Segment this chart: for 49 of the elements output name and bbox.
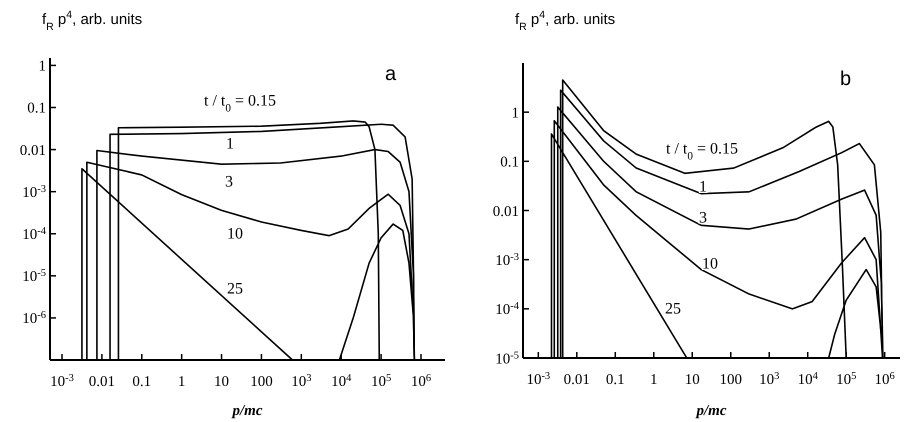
chart-title: b [840,68,852,90]
y-tick-label: 0.01 [492,204,519,220]
series-label: t / t$_{0}$ = 0.15 [204,92,276,115]
series-label: 10 [702,256,718,273]
series-label: 3 [225,174,233,191]
y-tick-label: 10$^{-4}$ [22,225,47,243]
y-tick-label: 10$^{-6}$ [22,310,46,328]
x-tick-label: 0.1 [606,372,625,388]
x-tick-label: 10$^{6}$ [874,370,895,388]
series-label: 25 [227,280,243,298]
x-tick-label: 10$^{-3}$ [50,372,74,390]
y-tick-label: 1 [512,105,519,122]
y-tick-label: 10$^{-5}$ [22,268,46,286]
y-tick-label: 0.01 [20,142,46,159]
x-tick-label: 10 [214,374,230,390]
y-tick-label: 10$^{-3}$ [22,183,46,201]
x-tick-label: 10$^{-3}$ [526,370,550,388]
x-tick-label: 0.01 [88,374,116,390]
y-axis-title: f$_{R}$ p$^{4}$, arb. units [515,9,616,33]
y-tick-label: 1 [38,58,46,75]
y-tick-label: 0.1 [500,154,519,171]
x-tick-label: 10$^{5}$ [836,370,856,388]
chart-title: a [385,63,397,85]
y-tick-label: 0.1 [27,100,46,117]
y-tick-label: 10$^{-5}$ [495,350,519,368]
x-tick-label: 0.1 [132,374,152,390]
x-tick-label: 10$^{3}$ [759,370,780,388]
series-label: 1 [226,136,234,153]
x-tick-label: 100 [719,372,742,388]
x-tick-label: 10 [684,372,700,388]
series-label: 10 [227,226,243,243]
y-tick-label: 10$^{-3}$ [495,251,519,269]
x-tick-label: 10$^{4}$ [798,370,819,388]
y-axis-title: f$_{R}$ p$^{4}$, arb. units [42,9,142,33]
x-axis-title: p/mc [230,403,263,419]
x-tick-label: 10$^{4}$ [331,372,352,390]
series-label: 1 [699,178,707,196]
x-tick-label: 10$^{6}$ [410,372,432,390]
series-label: t / t$_{0}$ = 0.15 [666,140,738,163]
x-tick-label: 1 [650,372,658,388]
x-tick-label: 0.01 [564,372,590,388]
y-tick-label: 10$^{-4}$ [495,300,520,318]
x-tick-label: 1 [178,374,186,390]
x-tick-label: 100 [250,374,273,390]
series-label: 25 [665,300,681,318]
x-tick-label: 10$^{3}$ [291,372,312,390]
series-label: 3 [699,210,707,227]
x-tick-label: 10$^{5}$ [370,372,392,390]
x-axis-title: p/mc [694,403,727,419]
